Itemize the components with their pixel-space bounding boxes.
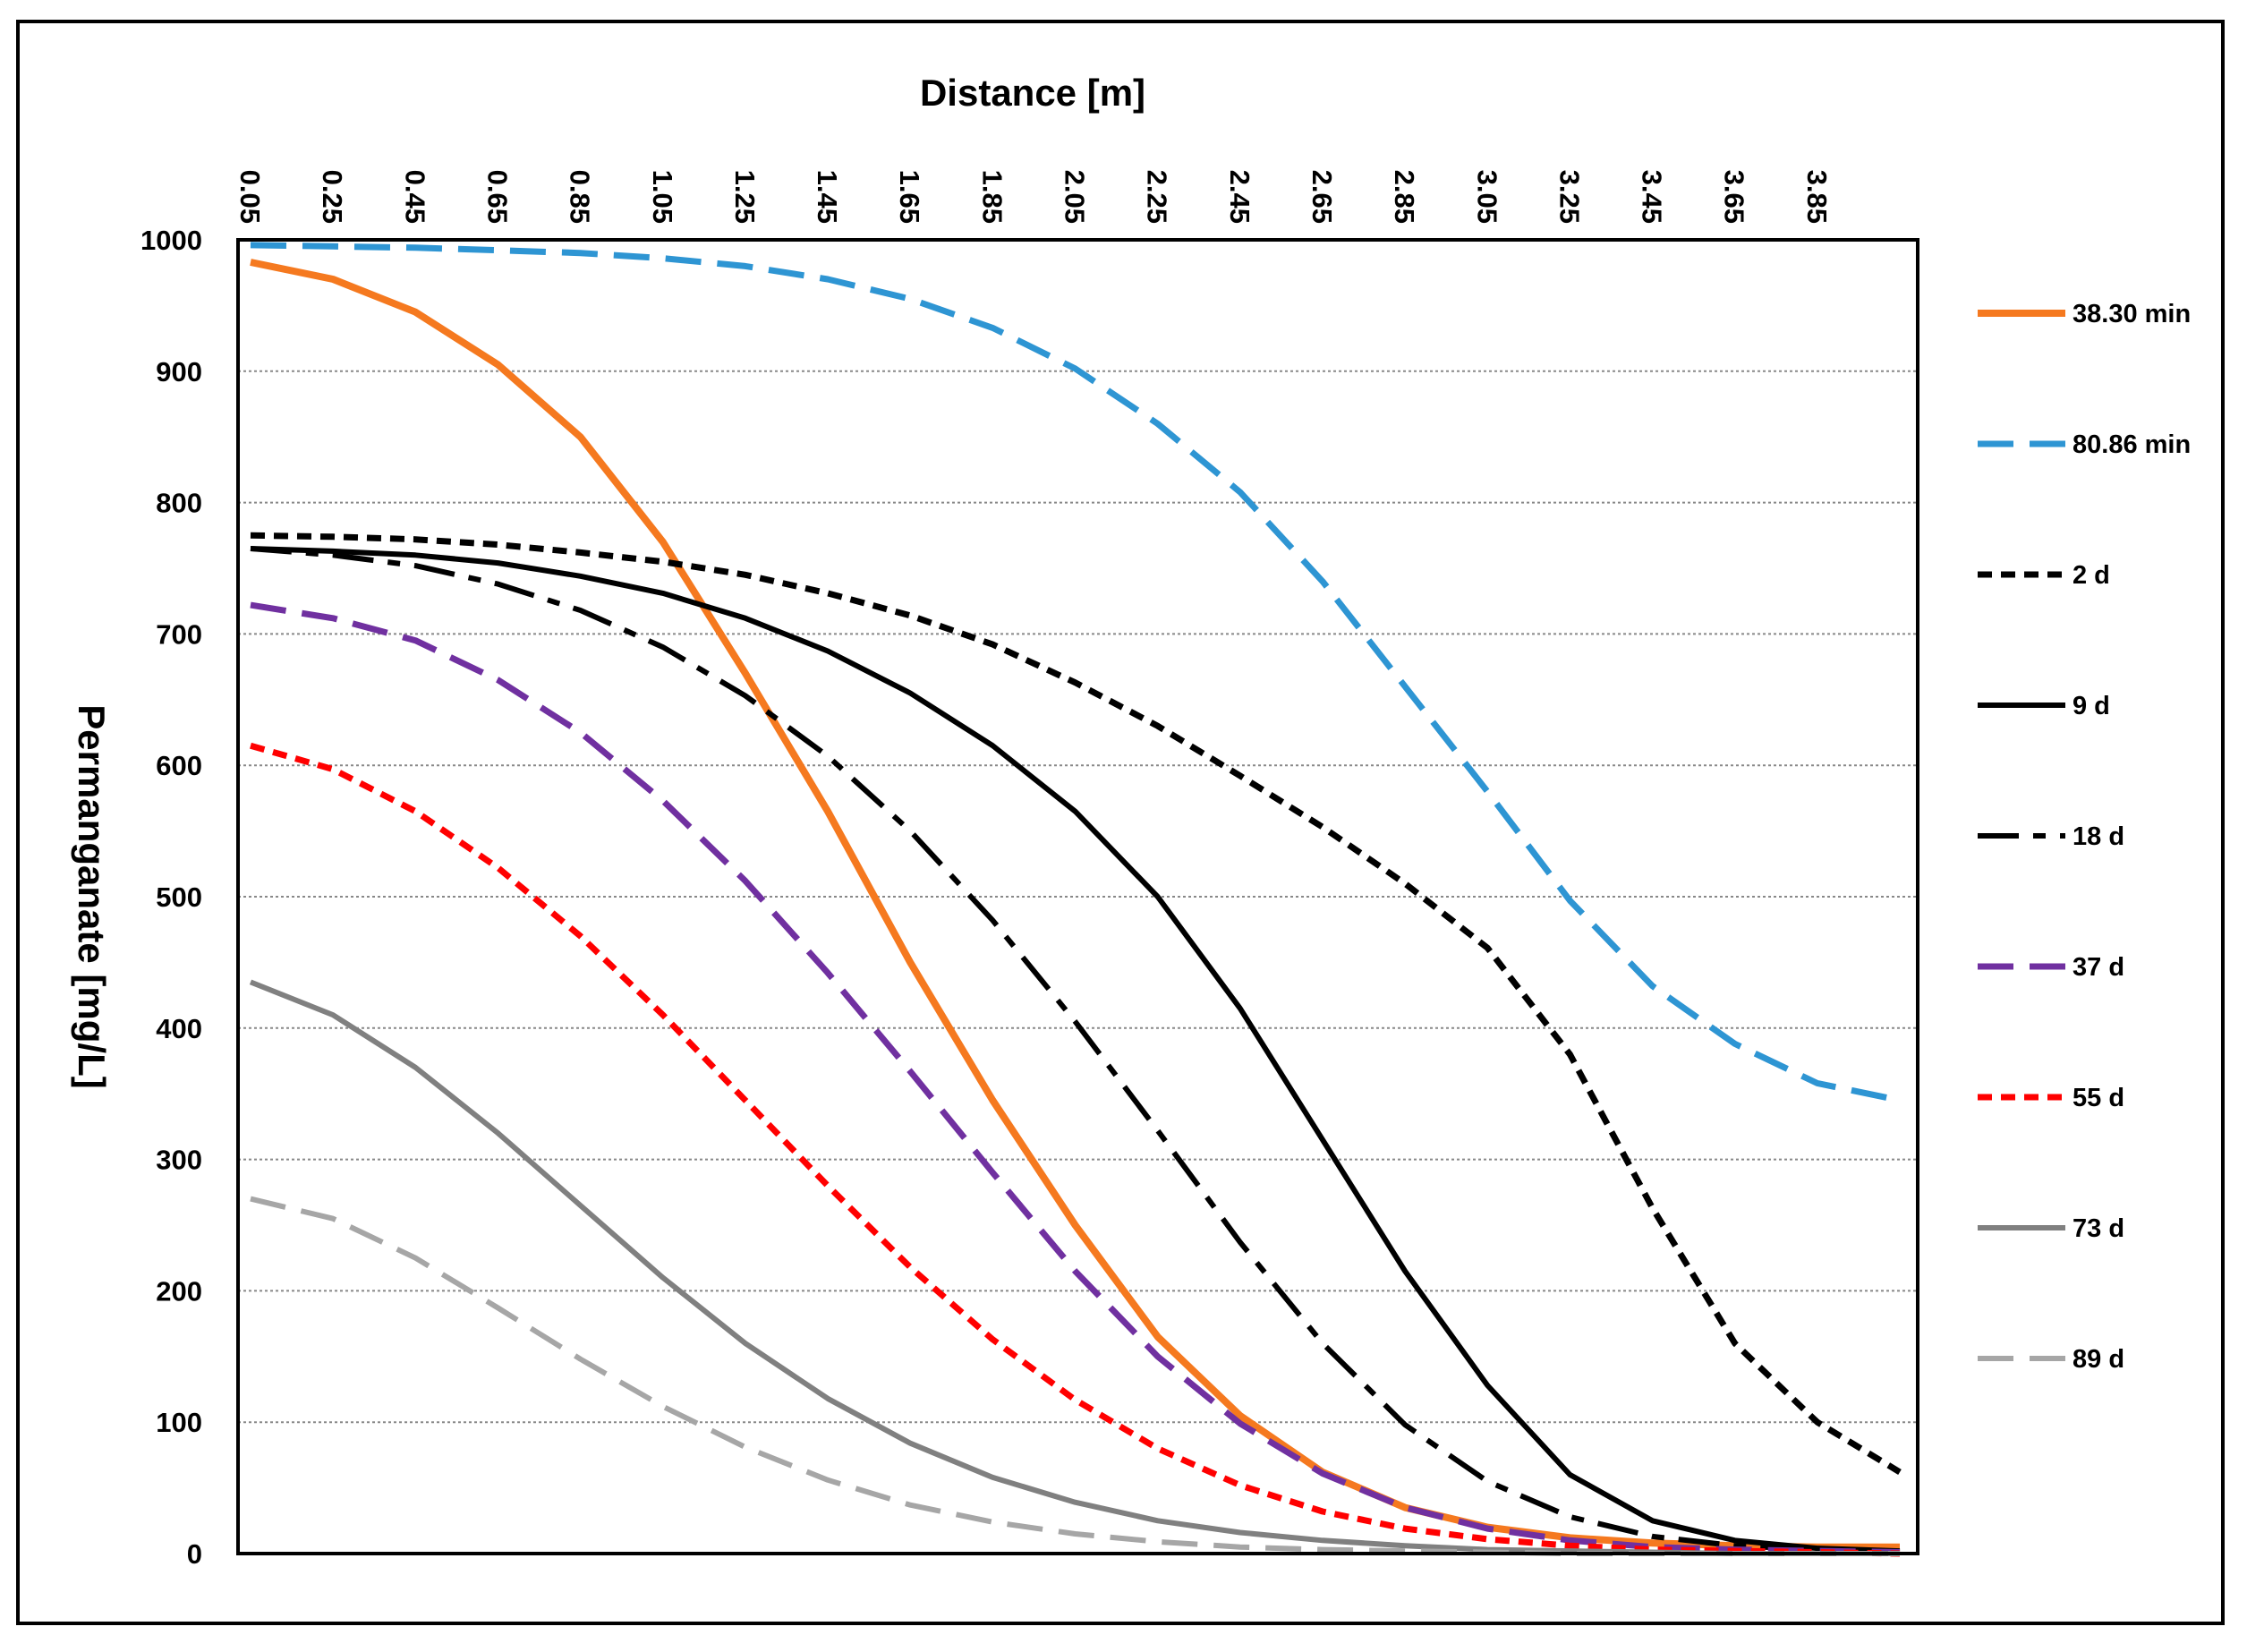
x-tick-label: 3.25	[1553, 170, 1585, 224]
x-tick-label: 1.05	[647, 170, 678, 224]
series-line	[250, 532, 1902, 1475]
y-tick-label: 900	[156, 356, 202, 387]
legend-label: 18 d	[2073, 822, 2124, 851]
series-line	[250, 546, 1901, 1555]
x-tick-label: 0.05	[234, 170, 266, 224]
x-axis-ticks: 0.05 0.25 0.45 0.65 0.85 1.05 1.25 1.45 1.65 1.85…	[234, 170, 1833, 224]
y-tick-label: 500	[156, 881, 202, 913]
x-tick-label: 0.45	[399, 170, 430, 224]
y-tick-label: 100	[156, 1407, 202, 1438]
x-axis-title: Distance [m]	[920, 72, 1145, 114]
legend-label: 89 d	[2073, 1345, 2124, 1374]
legend-label: 73 d	[2073, 1214, 2124, 1243]
series-line	[250, 242, 1901, 1103]
legend-label: 9 d	[2073, 692, 2110, 720]
y-axis-title: Permanganate [mg/L]	[71, 704, 113, 1088]
x-tick-label: 2.45	[1224, 170, 1255, 224]
x-tick-label: 1.25	[729, 170, 761, 224]
data-series	[249, 242, 1902, 1557]
gridlines	[238, 370, 1918, 1424]
x-tick-label: 2.65	[1306, 170, 1338, 224]
plot-area	[236, 238, 1919, 1555]
y-tick-label: 0	[187, 1538, 202, 1570]
x-tick-label: 2.85	[1389, 170, 1420, 224]
x-tick-label: 3.05	[1471, 170, 1502, 224]
series-line	[250, 601, 1901, 1555]
x-tick-label: 0.65	[481, 170, 513, 224]
x-tick-label: 1.45	[812, 170, 843, 224]
y-tick-label: 400	[156, 1013, 202, 1044]
legend-label: 2 d	[2073, 561, 2110, 590]
series-line	[249, 979, 1900, 1556]
y-tick-label: 300	[156, 1145, 202, 1176]
x-tick-label: 1.65	[894, 170, 925, 224]
series-line	[250, 742, 1901, 1557]
x-tick-label: 1.85	[976, 170, 1008, 224]
legend-label: 37 d	[2073, 953, 2124, 982]
y-axis-ticks: 0 100 200 300 400 500 600 700 800 900 1000	[140, 225, 202, 1570]
x-tick-label: 0.25	[317, 170, 348, 224]
x-tick-label: 3.65	[1719, 170, 1750, 224]
series-line	[250, 546, 1901, 1554]
y-tick-label: 1000	[140, 225, 202, 256]
x-tick-label: 0.85	[565, 170, 596, 224]
legend: 38.30 min 80.86 min 2 d 9 d 18 d 37 d 55 d 73 d…	[1978, 300, 2191, 1374]
y-tick-label: 800	[156, 488, 202, 519]
legend-label: 55 d	[2073, 1084, 2124, 1112]
y-tick-label: 200	[156, 1275, 202, 1307]
x-tick-label: 2.05	[1060, 170, 1091, 224]
series-line	[250, 259, 1900, 1551]
x-tick-label: 3.45	[1637, 170, 1668, 224]
series-line	[250, 1196, 1900, 1556]
y-tick-label: 600	[156, 750, 202, 781]
y-tick-label: 700	[156, 618, 202, 650]
legend-label: 80.86 min	[2073, 430, 2191, 459]
x-tick-label: 2.25	[1142, 170, 1173, 224]
chart-frame	[16, 20, 2225, 1625]
x-tick-label: 3.85	[1801, 170, 1833, 224]
legend-label: 38.30 min	[2073, 300, 2191, 328]
